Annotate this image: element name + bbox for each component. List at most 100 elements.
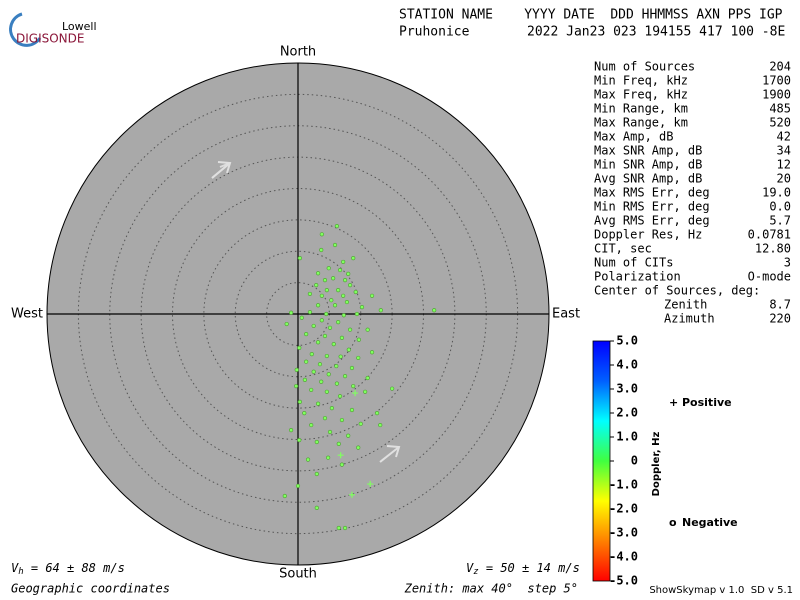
stat-value: 19.0 xyxy=(762,186,791,200)
source-point-negative xyxy=(390,386,395,391)
source-point-negative xyxy=(337,394,343,399)
source-point-negative xyxy=(336,441,341,446)
source-point-negative xyxy=(329,406,334,411)
stat-value: 42 xyxy=(777,130,791,144)
center-value: 8.7 xyxy=(769,298,791,312)
source-point-negative xyxy=(344,299,350,305)
stat-label: Avg RMS Err, deg xyxy=(594,214,710,228)
source-point-negative xyxy=(314,471,319,477)
source-point-negative xyxy=(342,374,348,379)
source-point-negative xyxy=(358,421,363,426)
source-point-negative xyxy=(315,401,321,406)
stat-label: Min Range, km xyxy=(594,102,688,116)
source-point-negative xyxy=(346,271,351,276)
source-point-negative xyxy=(288,310,294,315)
stat-value: 20 xyxy=(777,172,791,186)
source-point-positive xyxy=(352,390,359,397)
source-point-negative xyxy=(336,288,341,293)
stats-table: Num of Sources 204 Min Freq, kHz 1700 Max Fr… xyxy=(594,60,791,326)
version-label: ShowSkymap v 1.0 SD v 5.1 xyxy=(649,585,793,596)
skymap xyxy=(46,62,550,566)
source-point-negative xyxy=(374,411,380,416)
source-point-negative xyxy=(332,303,338,308)
stat-value: 12 xyxy=(777,158,791,172)
source-point-negative xyxy=(347,283,353,288)
source-point-negative xyxy=(315,303,321,308)
source-point-negative xyxy=(324,311,329,317)
logo-arc xyxy=(9,12,42,47)
stat-label: Min RMS Err, deg xyxy=(594,200,710,214)
colorbar-tick-label: -5.0 xyxy=(609,574,638,588)
source-point-negative xyxy=(314,283,319,288)
stat-value: 3 xyxy=(784,256,791,270)
source-point-negative xyxy=(378,308,383,313)
stat-value: 34 xyxy=(777,144,791,158)
station-name: Pruhonice xyxy=(399,25,470,40)
logo-top: Lowell xyxy=(62,20,97,33)
source-point-negative xyxy=(324,389,329,394)
legend-symbol: o xyxy=(669,516,677,529)
colorbar-tick-label: 1.0 xyxy=(616,430,638,444)
stat-value: 485 xyxy=(769,102,791,116)
stat-label: Min Freq, kHz xyxy=(594,74,688,88)
source-point-negative xyxy=(297,399,302,404)
source-point-negative xyxy=(329,298,334,303)
drift-arrow-head xyxy=(217,161,232,174)
stat-value: 1700 xyxy=(762,74,791,88)
center-label: Zenith xyxy=(664,298,707,312)
source-point-negative xyxy=(336,320,341,325)
source-point-negative xyxy=(341,293,346,298)
source-point-negative xyxy=(309,422,314,428)
colorbar-tick-label: -3.0 xyxy=(609,526,638,540)
source-point-negative xyxy=(326,372,331,377)
stat-label: Max Amp, dB xyxy=(594,130,673,144)
coords-label: Geographic coordinates xyxy=(11,582,170,596)
source-point-negative xyxy=(334,381,340,386)
source-point-negative xyxy=(339,462,345,467)
source-point-negative xyxy=(363,389,368,394)
source-point-negative xyxy=(351,384,356,389)
colorbar-tick-label: 2.0 xyxy=(616,406,638,420)
legend-entry: Negative xyxy=(682,516,738,529)
colorbar-scale xyxy=(592,340,611,582)
source-point-negative xyxy=(314,505,319,510)
colorbar-tick-label: 4.0 xyxy=(616,358,638,372)
source-point-negative xyxy=(354,311,360,317)
vz-text: = 50 ± 14 m/s xyxy=(479,561,580,575)
stat-value: O-mode xyxy=(748,270,791,284)
source-point-negative xyxy=(307,310,313,315)
source-point-positive xyxy=(367,481,374,488)
source-point-negative xyxy=(309,352,314,357)
source-point-negative xyxy=(369,350,375,355)
colorbar-tick-label: -4.0 xyxy=(609,550,638,564)
source-point-negative xyxy=(315,340,321,345)
source-point-negative xyxy=(288,427,294,433)
stat-label: Num of Sources xyxy=(594,60,695,74)
source-point-negative xyxy=(356,445,361,450)
source-point-negative xyxy=(326,455,331,460)
source-point-negative xyxy=(304,359,309,364)
source-point-negative xyxy=(347,327,353,332)
colorbar-tick-label: 0 xyxy=(631,454,638,468)
source-point-negative xyxy=(342,525,348,531)
stat-label: Max Freq, kHz xyxy=(594,88,688,102)
vz-label: Vz = 50 ± 14 m/s xyxy=(466,561,580,577)
source-point-negative xyxy=(297,345,302,350)
source-point-negative xyxy=(332,242,338,248)
source-point-negative xyxy=(349,407,355,413)
source-point-negative xyxy=(311,369,316,374)
drift-arrow xyxy=(379,446,400,463)
source-point-negative xyxy=(326,266,331,271)
source-point-negative xyxy=(302,377,308,382)
source-point-negative xyxy=(331,342,336,347)
source-point-negative xyxy=(365,327,370,332)
stat-label: CIT, sec xyxy=(594,242,652,256)
stat-value: 0.0781 xyxy=(748,228,791,242)
logo-bottom: DIGISONDE xyxy=(16,32,84,46)
source-point-negative xyxy=(334,224,340,229)
source-point-negative xyxy=(299,315,304,320)
source-point-negative xyxy=(311,323,316,329)
source-point-negative xyxy=(342,278,348,283)
